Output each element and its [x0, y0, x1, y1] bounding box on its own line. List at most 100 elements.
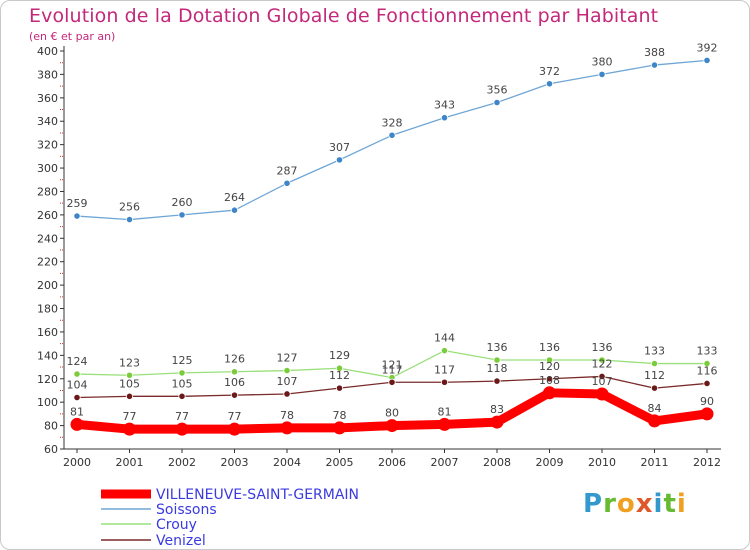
data-label: 328	[382, 116, 403, 129]
data-point	[228, 422, 241, 436]
y-tick-label: 180	[37, 303, 58, 316]
data-point	[178, 211, 186, 219]
data-label: 83	[490, 403, 504, 416]
data-label: 112	[329, 369, 350, 382]
data-label: 133	[644, 345, 665, 358]
x-tick-label: 2002	[168, 456, 196, 469]
x-tick-label: 2009	[536, 456, 564, 469]
data-point	[178, 392, 186, 400]
data-label: 256	[119, 201, 140, 214]
data-point	[230, 206, 239, 214]
data-label: 78	[280, 409, 294, 422]
data-label: 122	[592, 357, 613, 370]
logo-letter: t	[663, 489, 677, 519]
x-tick-label: 2011	[641, 456, 669, 469]
data-point	[493, 98, 501, 107]
data-label: 136	[487, 341, 508, 354]
data-point	[543, 386, 556, 400]
data-point	[490, 415, 504, 429]
y-tick-label: 360	[37, 92, 58, 105]
x-tick-label: 2000	[63, 456, 91, 469]
logo-letter: i	[653, 489, 664, 519]
x-tick-label: 2006	[378, 456, 406, 469]
data-label: 356	[487, 84, 508, 97]
data-point	[440, 378, 449, 386]
data-point	[125, 392, 134, 400]
data-point	[335, 156, 344, 164]
data-label: 125	[172, 354, 193, 367]
data-label: 343	[434, 99, 455, 112]
data-label: 116	[697, 364, 718, 377]
data-label: 124	[67, 355, 88, 368]
data-label: 81	[70, 405, 84, 418]
data-point	[230, 391, 239, 399]
logo-letter: o	[616, 489, 636, 519]
x-tick-label: 2005	[326, 456, 354, 469]
data-point	[333, 421, 346, 435]
x-tick-label: 2010	[588, 456, 616, 469]
x-tick-label: 2004	[273, 456, 301, 469]
data-label: 264	[224, 191, 245, 204]
y-tick-label: 60	[44, 443, 58, 456]
data-label: 127	[277, 352, 298, 365]
data-point	[438, 417, 451, 431]
data-label: 392	[697, 41, 718, 54]
data-point	[73, 212, 81, 220]
data-label: 77	[228, 410, 242, 423]
data-point	[440, 347, 449, 355]
y-tick-label: 300	[37, 162, 58, 175]
data-point	[70, 417, 84, 431]
logo-letter: P	[583, 489, 604, 519]
legend-label: Crouy	[156, 517, 197, 533]
data-label: 144	[434, 332, 455, 345]
data-label: 129	[329, 349, 350, 362]
data-label: 104	[67, 378, 88, 391]
data-label: 121	[382, 359, 403, 372]
y-tick-label: 280	[37, 185, 58, 198]
data-point	[73, 393, 81, 402]
y-tick-label: 200	[37, 279, 58, 292]
logo-letter: i	[676, 489, 687, 519]
y-tick-label: 240	[37, 232, 58, 245]
data-label: 108	[539, 374, 560, 387]
data-label: 388	[644, 46, 665, 59]
x-tick-label: 2012	[693, 456, 721, 469]
data-point	[545, 356, 554, 364]
data-label: 133	[697, 345, 718, 358]
data-point	[598, 372, 606, 381]
x-tick-label: 2008	[483, 456, 511, 469]
data-label: 77	[123, 410, 137, 423]
data-point	[178, 369, 186, 377]
y-tick-label: 80	[44, 420, 58, 433]
data-label: 307	[329, 141, 350, 154]
y-tick-label: 160	[37, 326, 58, 339]
logo-letter: x	[635, 489, 654, 519]
legend-label: Soissons	[156, 502, 217, 518]
data-point	[280, 421, 294, 435]
legend-label: VILLENEUVE-SAINT-GERMAIN	[156, 487, 359, 503]
data-label: 117	[434, 363, 455, 376]
data-label: 123	[119, 356, 140, 369]
logo-letter: r	[603, 489, 617, 519]
y-tick-label: 140	[37, 349, 58, 362]
data-point	[703, 379, 711, 388]
data-point	[175, 422, 189, 436]
data-point	[283, 390, 291, 398]
data-point	[73, 370, 81, 378]
proxiti-logo: Proxiti	[583, 489, 687, 519]
data-point	[650, 61, 659, 69]
data-point	[595, 387, 609, 401]
y-tick-label: 320	[37, 139, 58, 152]
data-point	[125, 215, 134, 224]
data-label: 118	[487, 362, 508, 375]
data-label: 372	[539, 65, 560, 78]
data-point	[335, 364, 344, 372]
data-label: 136	[539, 341, 560, 354]
data-point	[123, 422, 136, 436]
data-point	[125, 371, 134, 379]
data-point	[650, 384, 659, 392]
data-point	[283, 179, 291, 187]
data-point	[335, 384, 344, 392]
